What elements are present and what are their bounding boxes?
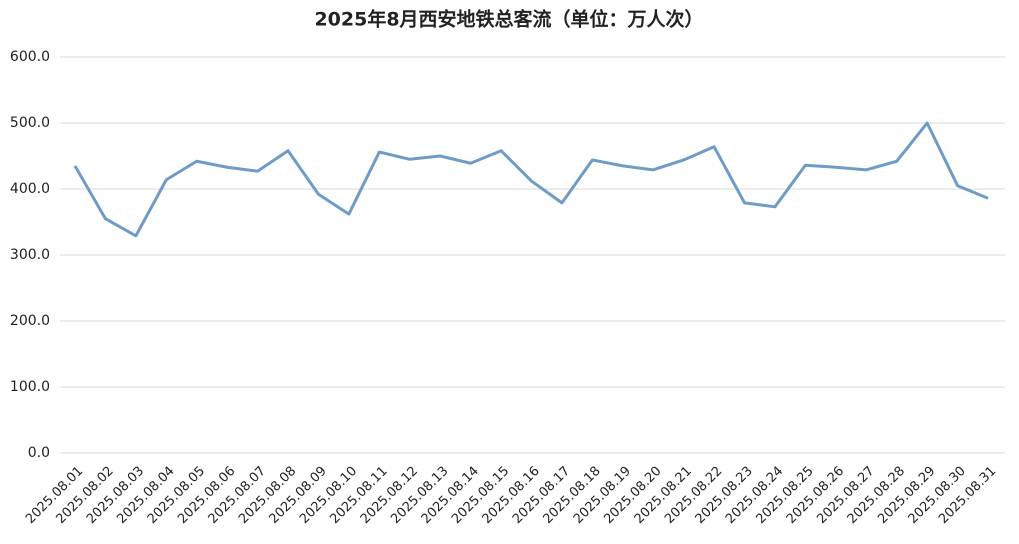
y-tick-label: 200.0	[10, 313, 50, 329]
y-tick-label: 100.0	[10, 379, 50, 395]
y-tick-label: 500.0	[10, 115, 50, 131]
line-series	[73, 121, 989, 238]
y-tick-label: 400.0	[10, 181, 50, 197]
y-tick-label: 600.0	[10, 49, 50, 65]
chart-title: 2025年8月西安地铁总客流（单位：万人次）	[314, 8, 703, 31]
y-tick-label: 0.0	[28, 445, 50, 461]
y-tick-label: 300.0	[10, 247, 50, 263]
